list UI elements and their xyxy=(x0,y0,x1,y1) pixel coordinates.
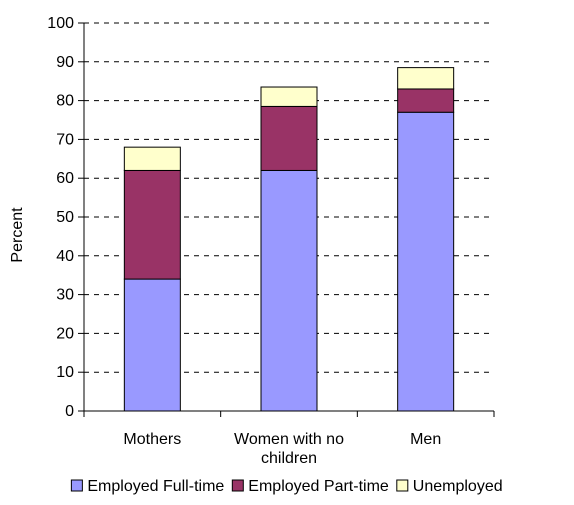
legend-label: Employed Part-time xyxy=(248,478,389,495)
y-tick-label: 50 xyxy=(56,209,74,226)
legend-swatch xyxy=(231,479,244,492)
bar-segment xyxy=(397,88,455,113)
legend-swatch xyxy=(396,479,409,492)
x-tick-label: children xyxy=(261,450,317,467)
legend: Employed Full-time Employed Part-time Unem… xyxy=(70,478,503,495)
bar-segment xyxy=(397,67,455,90)
x-tick-label: Men xyxy=(410,431,441,448)
y-tick-label: 10 xyxy=(56,364,74,381)
x-tick-labels: Mothers Women with no children Men xyxy=(123,431,441,467)
bar-segment xyxy=(123,278,181,412)
x-tick-label: Mothers xyxy=(123,431,181,448)
y-tick-label: 90 xyxy=(56,54,74,71)
bar-segment xyxy=(397,111,455,412)
legend-swatch xyxy=(70,479,83,492)
y-tick-label: 60 xyxy=(56,170,74,187)
y-tick-label: 0 xyxy=(65,403,74,420)
y-tick-label: 40 xyxy=(56,248,74,265)
y-tick-label: 30 xyxy=(56,287,74,304)
bar-segment xyxy=(123,169,181,280)
x-tick-label: Women with no xyxy=(234,431,344,448)
axes xyxy=(78,22,495,417)
y-tick-label: 70 xyxy=(56,131,74,148)
y-tick-label: 100 xyxy=(47,15,74,32)
y-tick-label: 20 xyxy=(56,325,74,342)
bar-segment xyxy=(260,169,318,412)
y-tick-label: 80 xyxy=(56,93,74,110)
legend-label: Unemployed xyxy=(413,478,503,495)
bar-segment xyxy=(260,105,318,171)
legend-label: Employed Full-time xyxy=(87,478,224,495)
y-tick-labels: 0 10 20 30 40 50 60 70 80 90 100 xyxy=(47,15,74,420)
bar-segment xyxy=(260,86,318,107)
bars xyxy=(123,67,455,412)
bar-segment xyxy=(123,146,181,171)
y-axis-title: Percent xyxy=(9,207,26,263)
